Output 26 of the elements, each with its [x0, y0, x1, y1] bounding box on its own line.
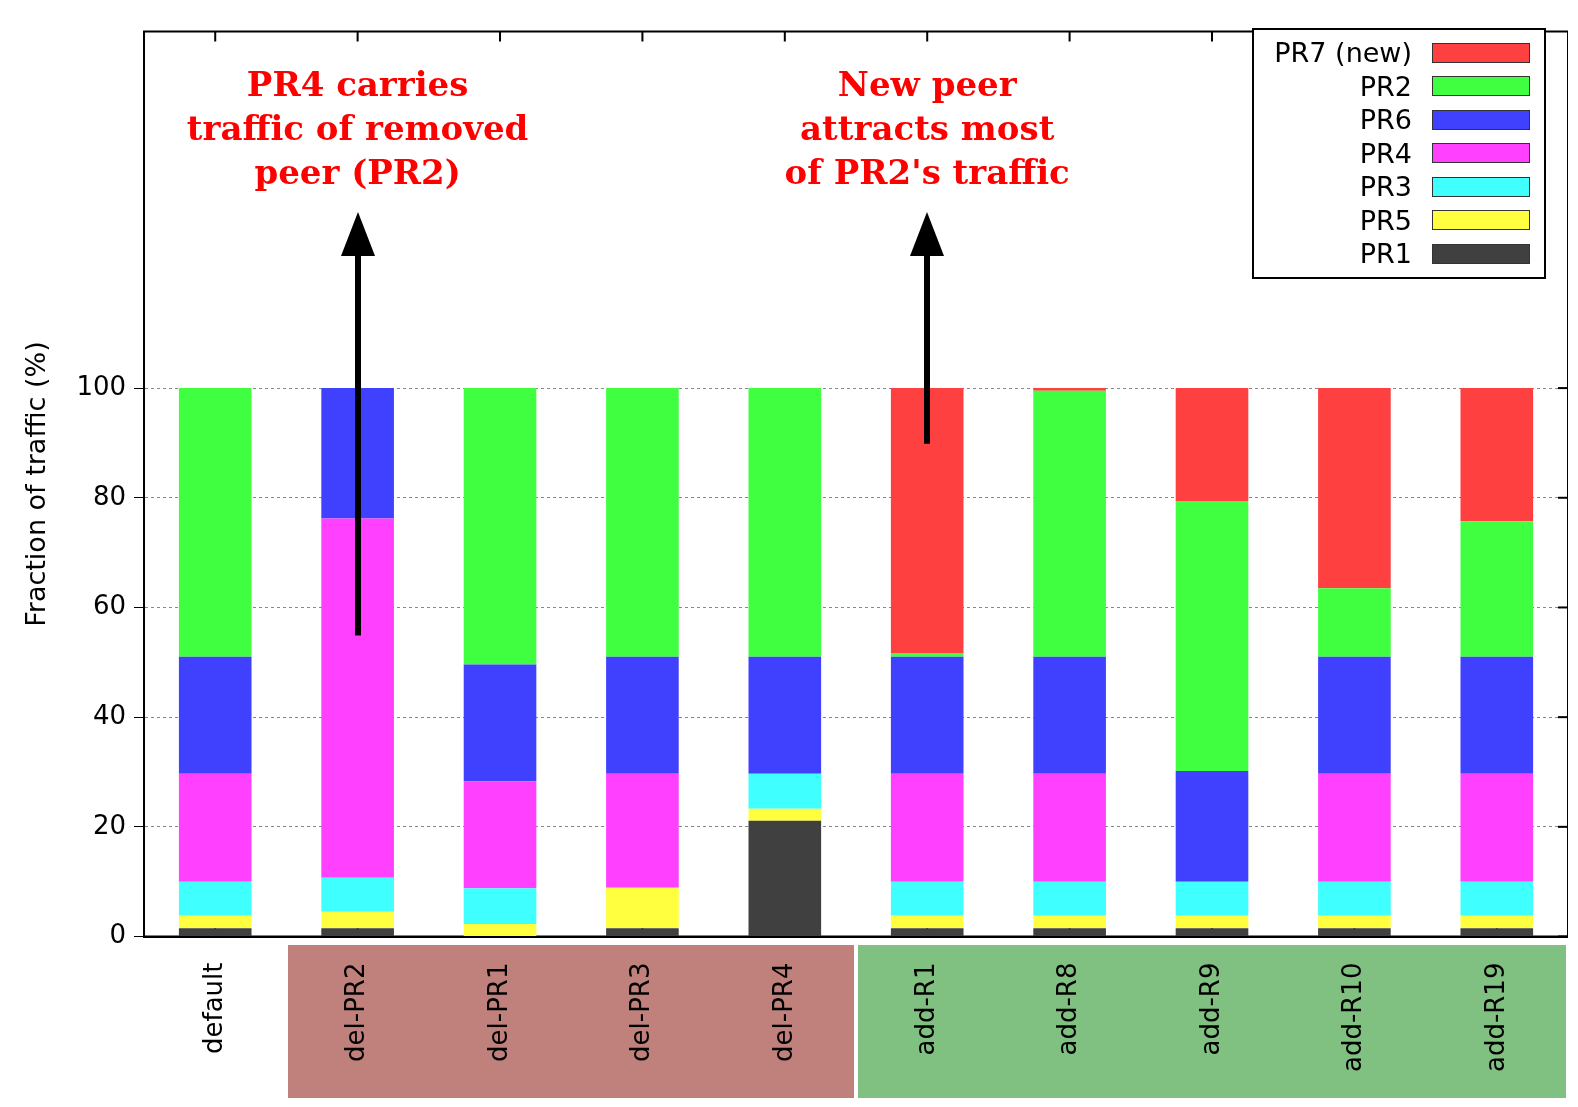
legend-label: PR7 (new)	[1274, 37, 1412, 69]
legend-label: PR3	[1359, 171, 1412, 203]
legend-label: PR2	[1359, 70, 1412, 102]
x-tick-label: del-PR1	[482, 962, 513, 1062]
annotation: New peer attracts most of PR2's traffic	[783, 62, 1071, 194]
legend-label: PR1	[1359, 238, 1412, 270]
x-tick-label: add-R8	[1052, 962, 1083, 1056]
x-tick-label: add-R9	[1194, 962, 1225, 1056]
y-tick-label: 0	[109, 919, 127, 950]
annotation: PR4 carries traffic of removed peer (PR2)	[185, 62, 530, 194]
legend-label: PR5	[1359, 204, 1412, 236]
y-tick-label: 100	[76, 370, 127, 401]
x-tick-label: del-PR2	[340, 962, 371, 1062]
x-tick-label: default	[197, 962, 228, 1055]
y-axis-title: Fraction of traffic (%)	[20, 341, 52, 627]
x-tick-label: del-PR4	[767, 962, 798, 1062]
x-tick-label: add-R19	[1479, 962, 1510, 1073]
y-tick-label: 20	[92, 809, 127, 840]
y-tick-label: 80	[92, 480, 127, 511]
y-tick-label: 60	[92, 590, 127, 621]
legend-label: PR4	[1359, 137, 1412, 169]
legend-label: PR6	[1359, 104, 1412, 136]
x-tick-label: add-R1	[909, 962, 940, 1056]
x-tick-label: del-PR3	[625, 962, 656, 1062]
x-tick-label: add-R10	[1337, 962, 1368, 1073]
y-tick-label: 40	[92, 699, 127, 730]
